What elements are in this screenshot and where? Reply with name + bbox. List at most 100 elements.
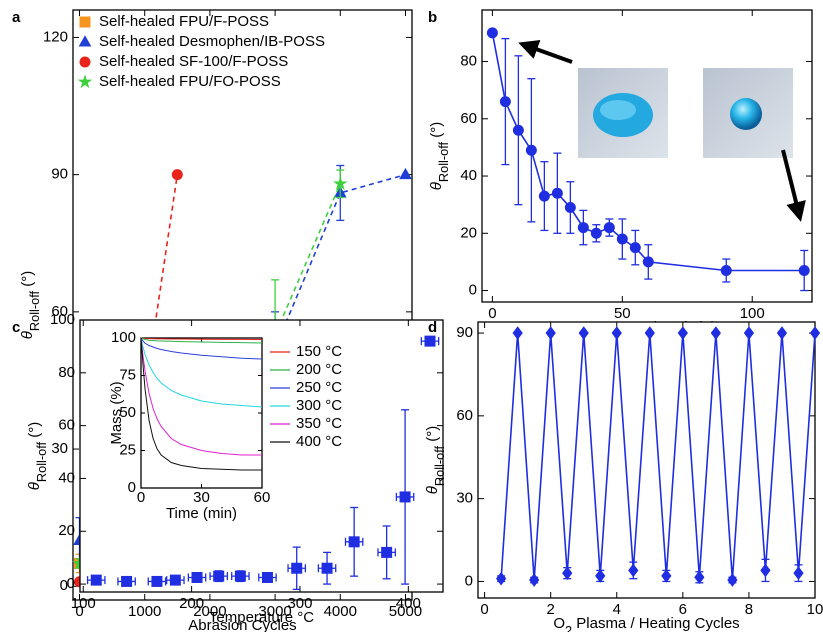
x-tick-label: 2000 <box>193 603 226 620</box>
x-tick-label: 0 <box>480 601 488 618</box>
series-line <box>140 337 262 456</box>
legend-label: 350 °C <box>296 415 342 432</box>
marker <box>381 546 393 558</box>
y-tick-label: 40 <box>460 167 477 184</box>
y-tick-label: 20 <box>460 224 477 241</box>
arrow <box>781 149 806 222</box>
legend-label: 200 °C <box>296 361 342 378</box>
legend-label: Self-healed FPU/F-POSS <box>99 13 269 30</box>
marker <box>760 563 771 578</box>
series-line <box>500 332 816 581</box>
marker <box>333 176 348 190</box>
photo-bead-droplet <box>703 68 793 158</box>
axes-frame <box>477 321 816 599</box>
y-tick-label: 30 <box>456 490 473 507</box>
y-tick-label: 40 <box>58 469 75 486</box>
marker <box>512 124 524 136</box>
x-tick-label: 100 <box>740 305 765 322</box>
y-axis-label-part: θ <box>424 486 441 494</box>
marker <box>213 570 225 582</box>
y-tick-label: 25 <box>119 441 136 458</box>
marker <box>399 167 412 180</box>
marker <box>291 562 303 574</box>
marker <box>169 574 181 586</box>
x-tick-label: 4 <box>613 601 621 618</box>
legend-marker <box>78 35 92 47</box>
x-tick-label: 1000 <box>128 603 161 620</box>
y-tick-label: 120 <box>43 28 68 45</box>
y-tick-label: 0 <box>60 577 68 594</box>
inset-frame <box>140 337 263 489</box>
marker <box>578 326 589 340</box>
x-tick-label: 100 <box>71 595 96 612</box>
arrow <box>518 40 573 64</box>
y-axis-label-part: Roll-off <box>34 441 49 482</box>
marker <box>644 326 655 340</box>
marker <box>496 571 507 586</box>
y-tick-label: 50 <box>119 404 136 421</box>
x-tick-label: 60 <box>254 489 271 506</box>
x-axis-label-part: O <box>553 615 565 632</box>
x-axis-label-part: 2 <box>565 623 572 632</box>
y-tick-label: 60 <box>51 303 68 320</box>
y-tick-label: 20 <box>58 522 75 539</box>
y-axis-label: θRoll-off (°) <box>424 426 447 494</box>
x-axis-label: Time (min) <box>166 505 237 522</box>
legend-marker <box>77 74 93 89</box>
marker <box>793 566 804 580</box>
marker <box>90 574 102 586</box>
y-axis-label-part: Roll-off <box>436 141 451 182</box>
y-tick-label: 0 <box>67 575 75 592</box>
marker <box>512 326 523 340</box>
marker <box>809 326 821 340</box>
y-tick-label: 0 <box>128 479 136 496</box>
marker <box>720 265 732 277</box>
y-axis-label-part: Roll-off <box>432 445 447 486</box>
marker <box>191 571 203 583</box>
x-axis-label: Abrasion Cycles <box>188 617 296 632</box>
x-tick-label: 200 <box>179 595 204 612</box>
marker <box>694 570 705 585</box>
marker <box>486 27 498 39</box>
y-axis-label-part: (°) <box>19 271 36 291</box>
x-tick-label: 4000 <box>324 603 357 620</box>
y-tick-label: 75 <box>119 366 136 383</box>
marker <box>616 233 628 245</box>
x-tick-label: 10 <box>807 601 823 618</box>
legend-label: 250 °C <box>296 379 342 396</box>
x-tick-label: 6 <box>679 601 687 618</box>
y-tick-label: 90 <box>456 324 473 341</box>
y-axis-label-part: (°) <box>26 422 43 442</box>
panel-label: d <box>428 319 437 336</box>
legend-label: Self-healed SF-100/F-POSS <box>99 53 288 70</box>
marker <box>121 575 133 587</box>
marker <box>642 256 654 268</box>
marker <box>529 573 540 587</box>
marker <box>525 144 537 156</box>
marker <box>743 326 755 340</box>
x-tick-label: 0 <box>488 305 496 322</box>
y-axis-label-part: θ <box>26 482 43 490</box>
y-tick-label: 0 <box>469 282 477 299</box>
marker <box>551 187 563 199</box>
x-tick-label: 5000 <box>389 603 422 620</box>
marker <box>798 265 810 277</box>
marker <box>577 222 589 234</box>
panel-label: b <box>428 9 437 26</box>
y-tick-label: 0 <box>465 572 473 589</box>
marker <box>424 335 436 347</box>
x-tick-label: 30 <box>193 489 210 506</box>
marker <box>545 326 556 340</box>
marker <box>399 491 411 503</box>
marker <box>348 536 360 548</box>
marker <box>171 169 183 181</box>
x-axis-label: Temperature °C <box>209 609 314 626</box>
y-axis-label-part: Roll-off <box>27 290 42 331</box>
y-axis-label: θRoll-off (°) <box>19 271 42 339</box>
series-line <box>140 337 263 344</box>
marker <box>661 569 672 583</box>
y-tick-label: 100 <box>111 329 136 346</box>
y-axis-label-part: θ <box>428 182 445 190</box>
